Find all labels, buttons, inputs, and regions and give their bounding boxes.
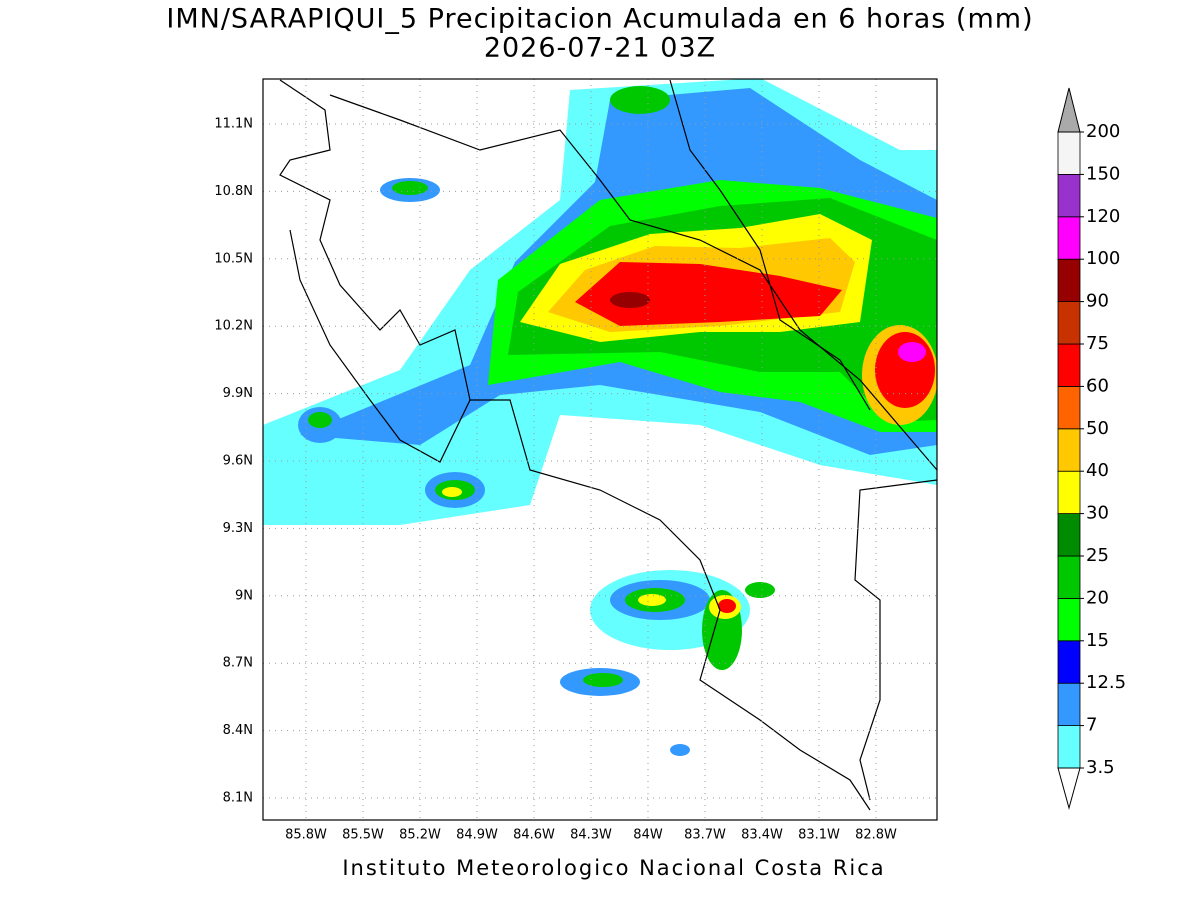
colorbar-segment xyxy=(1057,385,1081,430)
lon-label: 83.1W xyxy=(798,828,840,843)
colorbar-segment xyxy=(1057,598,1081,642)
colorbar-label: 7 xyxy=(1086,715,1097,736)
lat-label: 10.2N xyxy=(214,319,253,334)
colorbar-segment xyxy=(1057,301,1081,345)
subtitle: 2026-07-21 03Z xyxy=(484,33,716,64)
colorbar-label: 20 xyxy=(1086,587,1109,608)
lat-label: 9N xyxy=(235,588,253,603)
colorbar-over xyxy=(1057,87,1081,133)
lon-label: 84.3W xyxy=(570,828,612,843)
colorbar-under xyxy=(1057,767,1081,810)
title: IMN/SARAPIQUI_5 Precipitacion Acumulada … xyxy=(166,4,1033,35)
lon-label: 85.8W xyxy=(285,828,327,843)
colorbar-segment xyxy=(1057,428,1081,472)
lon-label: 83.7W xyxy=(684,828,726,843)
colorbar-label: 15 xyxy=(1086,630,1109,651)
colorbar-label: 3.5 xyxy=(1086,757,1115,778)
colorbar-segment xyxy=(1057,640,1081,684)
colorbar-label: 60 xyxy=(1086,375,1109,396)
colorbar-segment xyxy=(1057,682,1081,727)
lat-label: 8.4N xyxy=(223,723,253,738)
colorbar-label: 50 xyxy=(1086,418,1109,439)
lat-label: 10.5N xyxy=(214,251,253,266)
lon-label: 84.6W xyxy=(513,828,555,843)
colorbar-segment xyxy=(1057,555,1081,599)
grid: 85.8W 85.5W 85.2W 84.9W 84.6W 84.3W 84W 83.7W 83… xyxy=(214,79,937,843)
map-frame xyxy=(262,78,938,821)
lat-label: 9.3N xyxy=(223,521,253,536)
colorbar-segment xyxy=(1057,513,1081,557)
lon-label: 83.4W xyxy=(741,828,783,843)
lat-label: 11.1N xyxy=(214,117,253,132)
lat-label: 8.1N xyxy=(223,791,253,806)
colorbar-segment xyxy=(1057,725,1081,769)
lat-label: 9.9N xyxy=(223,386,253,401)
colorbar-segment xyxy=(1057,173,1081,218)
colorbar-label: 90 xyxy=(1086,291,1109,312)
coastlines xyxy=(279,79,937,811)
colorbar-label: 150 xyxy=(1086,163,1120,184)
lon-label: 82.8W xyxy=(855,828,897,843)
lon-label: 84.9W xyxy=(456,828,498,843)
lon-label: 85.2W xyxy=(399,828,441,843)
lon-label: 84W xyxy=(633,828,663,843)
colorbar-segment xyxy=(1057,470,1081,515)
colorbar-label: 120 xyxy=(1086,206,1120,227)
colorbar-label: 100 xyxy=(1086,248,1120,269)
colorbar-segment xyxy=(1057,343,1081,387)
footer: Instituto Meteorologico Nacional Costa R… xyxy=(342,856,885,880)
colorbar-label: 40 xyxy=(1086,460,1109,481)
colorbar-label: 75 xyxy=(1086,333,1109,354)
lat-label: 10.8N xyxy=(214,184,253,199)
lon-label: 85.5W xyxy=(342,828,384,843)
precipitation-field xyxy=(263,79,937,756)
colorbar-label: 25 xyxy=(1086,545,1109,566)
colorbar-segment xyxy=(1057,258,1081,303)
colorbar-segment xyxy=(1057,216,1081,260)
colorbar-label: 30 xyxy=(1086,503,1109,524)
lat-label: 8.7N xyxy=(223,656,253,671)
colorbar-label: 200 xyxy=(1086,121,1120,142)
colorbar-label: 12.5 xyxy=(1086,672,1126,693)
lat-label: 9.6N xyxy=(223,454,253,469)
colorbar-segment xyxy=(1057,131,1081,175)
colorbar: 3.5 7 12.5 15 20 25 30 40 50 60 75 90 100 120 150 200 xyxy=(1057,87,1126,810)
